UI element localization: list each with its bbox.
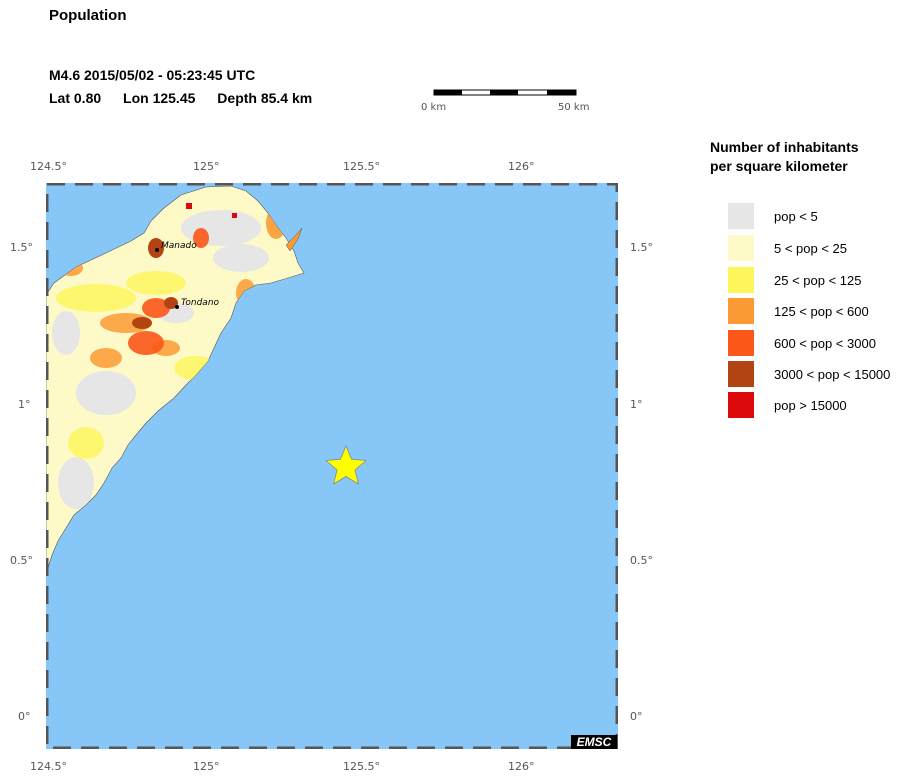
depth-value: Depth 85.4 km (217, 90, 313, 106)
population-map (46, 183, 618, 749)
lon-tick-top-2: 125° (193, 160, 220, 173)
lon-tick-top-4: 126° (508, 160, 535, 173)
lat-tick-right-3: 0.5° (630, 554, 653, 567)
city-label-manado: Manado (161, 241, 197, 251)
legend-swatch (728, 361, 754, 387)
legend-swatch (728, 298, 754, 324)
lat-tick-right-2: 1° (630, 398, 643, 411)
lat-value: Lat 0.80 (49, 90, 102, 106)
city-marker-tondano (175, 305, 179, 309)
scale-bar (433, 89, 577, 96)
lat-tick-right-1: 1.5° (630, 241, 653, 254)
emsc-credit: EMSC (571, 735, 617, 749)
legend-label: pop > 15000 (774, 398, 847, 413)
lat-tick-left-1: 1.5° (10, 241, 33, 254)
lon-tick-top-1: 124.5° (30, 160, 67, 173)
lat-tick-left-2: 1° (18, 398, 31, 411)
legend-title-line2: per square kilometer (710, 158, 848, 174)
legend-label: pop < 5 (774, 209, 818, 224)
legend-swatch (728, 203, 754, 229)
lat-tick-left-3: 0.5° (10, 554, 33, 567)
lon-tick-bottom-3: 125.5° (343, 760, 380, 773)
event-line: M4.6 2015/05/02 - 05:23:45 UTC (49, 67, 256, 83)
legend-swatch (728, 267, 754, 293)
lon-value: Lon 125.45 (123, 90, 196, 106)
map-title: Population (49, 7, 127, 24)
map-frame (46, 183, 618, 749)
lon-tick-bottom-1: 124.5° (30, 760, 67, 773)
lon-tick-bottom-4: 126° (508, 760, 535, 773)
city-marker-manado (155, 248, 159, 252)
scale-start-label: 0 km (421, 102, 447, 113)
legend-swatch (728, 330, 754, 356)
legend-swatch (728, 235, 754, 261)
legend-swatch (728, 392, 754, 418)
scale-end-label: 50 km (558, 102, 590, 113)
lon-tick-top-3: 125.5° (343, 160, 380, 173)
legend-label: 3000 < pop < 15000 (774, 367, 891, 382)
epicenter-star-icon (325, 444, 367, 485)
legend-label: 25 < pop < 125 (774, 273, 862, 288)
legend-title-line1: Number of inhabitants (710, 139, 859, 155)
legend-title: Number of inhabitants per square kilomet… (710, 138, 859, 176)
legend-label: 5 < pop < 25 (774, 241, 848, 256)
event-location: Lat 0.80 Lon 125.45 Depth 85.4 km (49, 90, 330, 106)
legend-label: 125 < pop < 600 (774, 304, 869, 319)
lat-tick-left-4: 0° (18, 710, 31, 723)
legend-label: 600 < pop < 3000 (774, 336, 876, 351)
city-label-tondano: Tondano (181, 298, 220, 308)
lon-tick-bottom-2: 125° (193, 760, 220, 773)
island-shape (285, 227, 303, 252)
lat-tick-right-4: 0° (630, 710, 643, 723)
